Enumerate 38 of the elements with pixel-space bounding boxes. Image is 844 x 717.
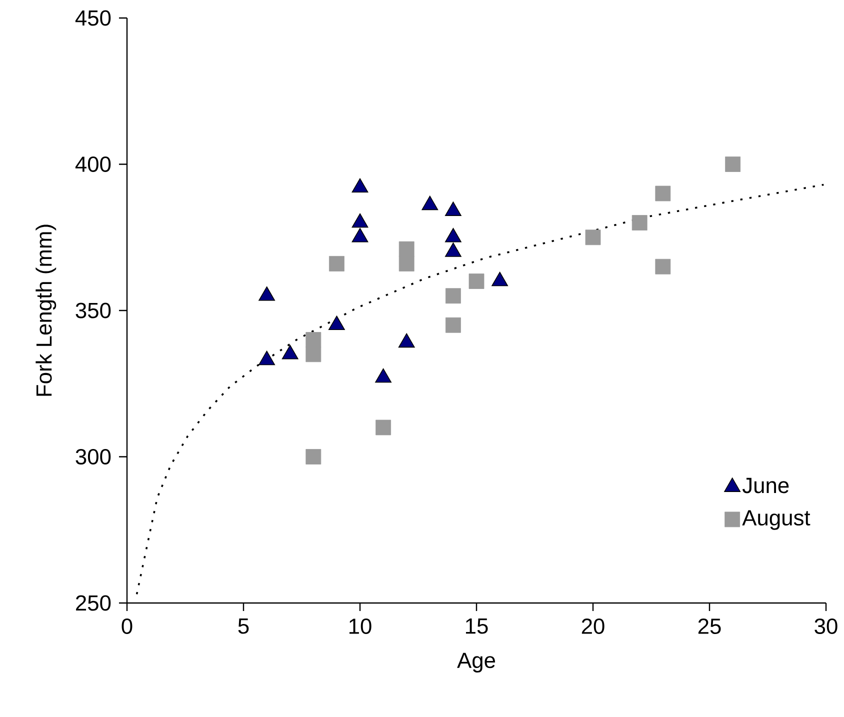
x-tick-label: 30 bbox=[814, 618, 838, 634]
point bbox=[352, 228, 368, 242]
y-tick-label: 400 bbox=[75, 156, 111, 172]
y-tick-label: 300 bbox=[76, 448, 111, 465]
x-tick-label: 15 bbox=[466, 618, 488, 634]
point bbox=[655, 258, 671, 274]
y-axis-title: Fork Length (mm) bbox=[36, 224, 56, 396]
point bbox=[632, 215, 648, 230]
point bbox=[468, 274, 484, 289]
point bbox=[492, 272, 508, 286]
x-tick-label: 0 bbox=[122, 618, 132, 634]
x-tick-label: 25 bbox=[698, 618, 721, 634]
line-series bbox=[136, 184, 825, 596]
point bbox=[376, 420, 391, 436]
point bbox=[306, 449, 322, 464]
y-tick-label: 250 bbox=[76, 595, 111, 611]
point bbox=[352, 178, 368, 193]
point bbox=[585, 230, 601, 246]
point bbox=[445, 242, 462, 257]
point bbox=[422, 196, 438, 210]
x-tick-label: 10 bbox=[349, 618, 372, 634]
point bbox=[398, 256, 414, 272]
x-axis-title: Age bbox=[457, 652, 496, 672]
x-tick-label: 20 bbox=[582, 618, 604, 634]
point bbox=[398, 241, 414, 257]
legend-label: August bbox=[742, 510, 810, 530]
y-tick-label: 350 bbox=[76, 302, 111, 318]
point bbox=[445, 202, 462, 216]
point bbox=[329, 256, 344, 272]
point bbox=[306, 346, 322, 362]
point bbox=[445, 228, 462, 242]
point bbox=[352, 213, 368, 228]
legend-label: June bbox=[742, 478, 789, 494]
point bbox=[446, 288, 461, 304]
x-tick-label: 5 bbox=[238, 618, 249, 634]
point bbox=[446, 317, 461, 333]
y-tick-label: 450 bbox=[75, 10, 111, 26]
point bbox=[306, 332, 322, 348]
